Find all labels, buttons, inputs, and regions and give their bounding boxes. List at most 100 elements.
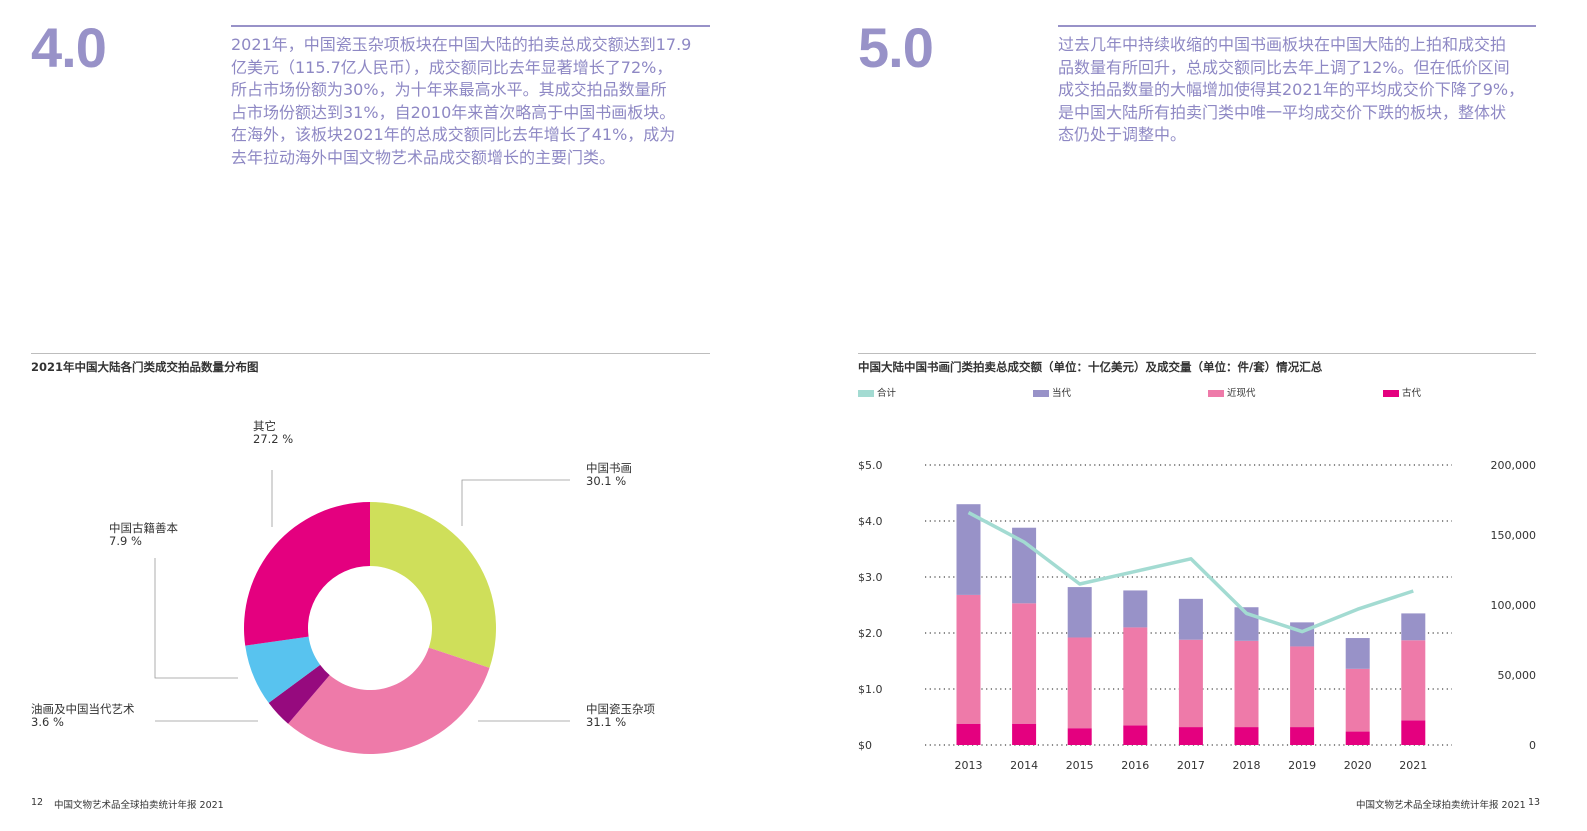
bar-segment (1290, 646, 1315, 728)
stacked-bar-chart: $0 $1.0 $2.0 $3.0 $4.0 $5.0 0 50,000 100,000 150,… (858, 459, 1537, 772)
right-line: 是中国大陆所有拍卖门类中唯一平均成交价下跌的板块，整体状 (1058, 102, 1507, 122)
y-right-tick-label: 0 (1529, 739, 1536, 752)
legend-label: 古代 (1402, 388, 1422, 399)
bar-segment (1290, 727, 1315, 745)
bar-segment (1345, 731, 1370, 745)
legend-label: 合计 (877, 388, 897, 399)
legend-item: 当代 (1033, 385, 1071, 399)
right-line: 品数量有所回升，总成交额同比去年上调了12%。但在低价区间 (1058, 57, 1510, 77)
donut-slice-label: 中国古籍善本 (109, 521, 178, 535)
right-line: 过去几年中持续收缩的中国书画板块在中国大陆的上拍和成交拍 (1058, 35, 1507, 54)
y-right-tick-label: 50,000 (1498, 669, 1537, 682)
left-line: 占市场份额达到31%，自2010年来首次略高于中国书画板块。 (231, 102, 676, 122)
donut-slice (244, 502, 370, 646)
bar-segment (1123, 590, 1148, 628)
bar-segment (1123, 725, 1148, 745)
y-left-tick-label: $4.0 (858, 515, 883, 528)
header-rule-left (231, 25, 710, 27)
y-left-tick-label: $2.0 (858, 627, 883, 640)
section-number-left: 4.0 (31, 16, 107, 79)
legend-item: 古代 (1383, 385, 1421, 399)
footer-page-right: 13 (1528, 797, 1541, 808)
left-line: 所占市场份额为30%，为十年来最高水平。其成交拍品数量所 (231, 80, 667, 100)
footer-title-left: 中国文物艺术品全球拍卖统计年报 2021 (54, 800, 224, 811)
legend-item: 合计 (858, 385, 896, 399)
donut-slice (288, 647, 490, 754)
x-tick-label: 2018 (1233, 759, 1261, 772)
bar-segment (1123, 627, 1148, 726)
bar-segment (1345, 638, 1370, 669)
x-tick-label: 2017 (1177, 759, 1205, 772)
donut-slice (245, 636, 321, 703)
bar-chart-legend: 合计 当代 近现代 古代 (858, 385, 1538, 399)
bar-segment (1290, 622, 1315, 647)
donut-slice-value: 7.9 % (109, 534, 142, 548)
legend-swatch (1033, 390, 1049, 397)
donut-slice-label: 中国瓷玉杂项 (586, 702, 655, 716)
y-right-tick-label: 200,000 (1491, 459, 1537, 472)
chart-rule-left (31, 353, 710, 354)
left-line: 亿美元（115.7亿人民币），成交额同比去年显著增长了72%， (231, 57, 673, 77)
chart-title-right: 中国大陆中国书画门类拍卖总成交额（单位：十亿美元）及成交量（单位：件/套）情况汇… (858, 360, 1323, 374)
bar-segment (1345, 668, 1370, 732)
bar-segment (956, 594, 981, 724)
header-rule-right (1058, 25, 1536, 27)
bar-segment (1401, 720, 1426, 745)
chart-title-left: 2021年中国大陆各门类成交拍品数量分布图 (31, 360, 259, 374)
legend-item: 近现代 (1208, 385, 1256, 399)
x-tick-label: 2015 (1066, 759, 1094, 772)
bar-segment (1401, 640, 1426, 721)
left-line: 2021年，中国瓷玉杂项板块在中国大陆的拍卖总成交额达到17.9 (231, 35, 692, 54)
bar-segment (1067, 587, 1092, 638)
section-number-right: 5.0 (858, 16, 934, 79)
bar-segment (1012, 723, 1037, 745)
donut-slice-value: 27.2 % (253, 432, 293, 446)
left-line: 在海外，该板块2021年的总成交额同比去年增长了41%，成为 (231, 125, 676, 145)
x-tick-label: 2014 (1010, 759, 1038, 772)
donut-leader-line (461, 479, 570, 526)
x-tick-label: 2020 (1344, 759, 1372, 772)
bar-segment (1178, 639, 1203, 728)
section-paragraph-right: 过去几年中持续收缩的中国书画板块在中国大陆的上拍和成交拍 品数量有所回升，总成交额… (1058, 34, 1558, 147)
bar-segment (1234, 727, 1259, 745)
bar-segment (1178, 727, 1203, 745)
donut-slice-value: 3.6 % (31, 715, 64, 729)
donut-slice (370, 502, 496, 668)
donut-slice-label: 其它 (253, 419, 276, 433)
x-tick-label: 2021 (1399, 759, 1427, 772)
legend-swatch (858, 390, 874, 397)
y-right-tick-label: 150,000 (1491, 529, 1537, 542)
donut-slice-value: 31.1 % (586, 715, 626, 729)
bar-segment (1012, 603, 1037, 724)
section-paragraph-left: 2021年，中国瓷玉杂项板块在中国大陆的拍卖总成交额达到17.9 亿美元（115.… (231, 34, 721, 170)
y-left-tick-label: $1.0 (858, 683, 883, 696)
bar-segment (1234, 640, 1259, 728)
footer-title-right: 中国文物艺术品全球拍卖统计年报 2021 (1356, 800, 1526, 811)
footer-page-left: 12 (31, 797, 44, 808)
y-left-tick-label: $5.0 (858, 459, 883, 472)
legend-swatch (1383, 390, 1399, 397)
bar-segment (1401, 613, 1426, 641)
donut-leader-line (154, 558, 238, 679)
left-line: 去年拉动海外中国文物艺术品成交额增长的主要门类。 (231, 147, 616, 167)
bar-segment (956, 504, 981, 595)
donut-slice-label: 油画及中国当代艺术 (31, 702, 135, 716)
bar-segment (1067, 637, 1092, 729)
x-tick-label: 2016 (1121, 759, 1149, 772)
x-tick-label: 2013 (955, 759, 983, 772)
bar-segment (1067, 728, 1092, 745)
donut-slice-value: 30.1 % (586, 474, 626, 488)
legend-label: 当代 (1052, 388, 1072, 399)
right-line: 成交拍品数量的大幅增加使得其2021年的平均成交价下降了9%， (1058, 80, 1525, 100)
y-right-tick-label: 100,000 (1491, 599, 1537, 612)
y-left-tick-label: $3.0 (858, 571, 883, 584)
legend-swatch (1208, 390, 1224, 397)
legend-label: 近现代 (1227, 388, 1256, 399)
y-left-tick-label: $0 (858, 739, 872, 752)
donut-slice (268, 664, 330, 724)
chart-rule-right (858, 353, 1536, 354)
donut-slice-label: 中国书画 (586, 461, 632, 475)
right-line: 态仍处于调整中。 (1058, 125, 1187, 145)
x-tick-label: 2019 (1288, 759, 1316, 772)
